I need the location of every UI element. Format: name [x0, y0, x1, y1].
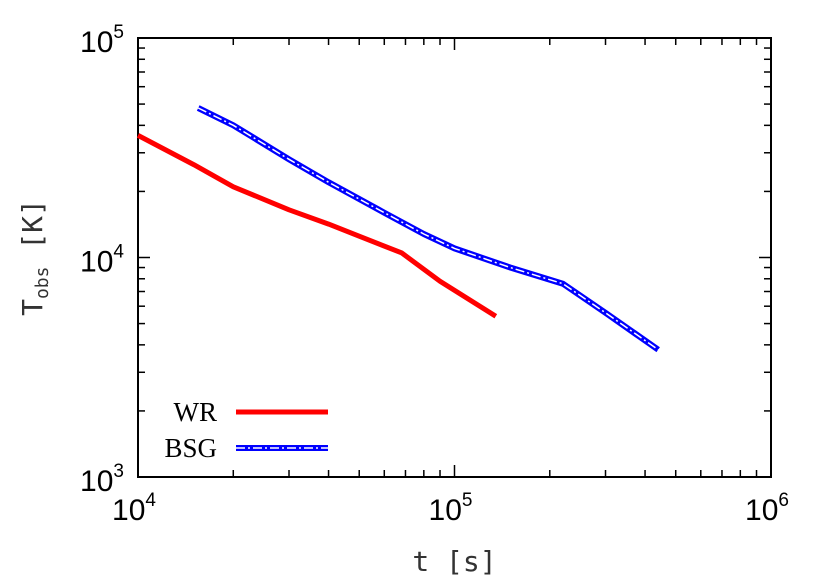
y-tick-label-base: 10 [80, 26, 113, 59]
legend: WR BSG [164, 397, 328, 463]
x-tick-label-exp: 6 [778, 490, 789, 511]
x-tick-label: 106 [745, 490, 789, 527]
series-layer [136, 105, 660, 353]
x-tick-label-base: 10 [112, 494, 145, 527]
x-tick-label-base: 10 [745, 494, 778, 527]
x-tick-label: 104 [112, 490, 156, 527]
y-tick-label-exp: 4 [113, 242, 124, 263]
legend-label-wr: WR [174, 397, 218, 427]
y-tick-label: 103 [80, 461, 124, 498]
y-tick-label-base: 10 [80, 246, 113, 279]
y-axis-label-sub: obs [32, 267, 53, 300]
x-axis-label: t [s] [412, 545, 496, 578]
ticks [137, 38, 771, 478]
y-tick-label-base: 10 [80, 465, 113, 498]
x-tick-label-exp: 5 [462, 490, 473, 511]
x-tick-label: 105 [429, 490, 473, 527]
series-line-wr [136, 133, 498, 319]
y-tick-label-exp: 3 [113, 461, 124, 482]
legend-label-bsg: BSG [164, 433, 217, 463]
series-line-bsg-pattern [197, 107, 659, 351]
y-axis-label-main: T [16, 299, 49, 316]
y-tick-label: 105 [80, 22, 124, 59]
plot-frame [137, 37, 772, 478]
series-line-bsg [196, 105, 660, 353]
y-tick-label-exp: 5 [113, 22, 124, 43]
x-tick-label-base: 10 [429, 494, 462, 527]
y-axis-label-unit: [K] [16, 199, 49, 266]
x-tick-label-exp: 4 [145, 490, 156, 511]
y-axis-label: Tobs [K] [16, 199, 53, 316]
y-tick-label: 104 [80, 242, 124, 279]
